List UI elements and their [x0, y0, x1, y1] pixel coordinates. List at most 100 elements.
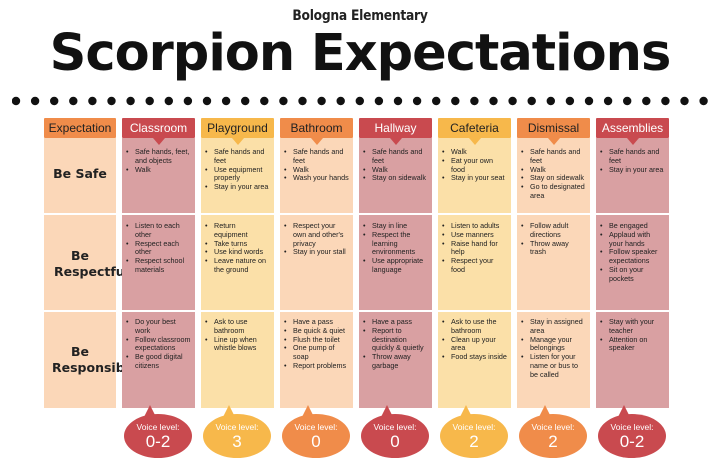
divider-dot — [527, 96, 536, 106]
bullet-list: Safe hands and feetWalkWash your hands — [284, 148, 349, 183]
list-item: Listen to each other — [126, 222, 191, 240]
voice-level-bubble-bathroom: Voice level: 0 — [282, 414, 350, 458]
cell-playground-respectful: Return equipmentTake turnsUse kind words… — [205, 222, 270, 275]
list-item: Report problems — [284, 361, 349, 371]
divider-dot — [508, 96, 517, 106]
expectation-column-bg — [44, 138, 116, 408]
bullet-list: Respect your own and other's privacyStay… — [284, 222, 349, 257]
list-item: Safe hands and feet — [205, 148, 270, 166]
divider-dot — [145, 96, 154, 106]
list-item: Do your best work — [126, 318, 191, 336]
header-bathroom: Bathroom — [280, 118, 353, 138]
voice-level-value: 0-2 — [145, 431, 171, 451]
list-item: Safe hands, feet, and objects — [126, 148, 191, 166]
bullet-list: Safe hands, feet, and objectsWalk — [126, 148, 191, 174]
list-item: Respect your food — [442, 256, 507, 275]
divider-dot — [451, 96, 460, 106]
list-item: Be engaged — [600, 222, 665, 231]
divider-dot — [336, 96, 345, 106]
list-item: Have a pass — [284, 318, 349, 327]
divider-dot — [107, 96, 116, 106]
voice-level-value: 0 — [311, 431, 321, 451]
list-item: Wash your hands — [284, 174, 349, 183]
list-item: Safe hands and feet — [363, 148, 428, 166]
list-item: Stay in your area — [205, 182, 270, 192]
list-item: Walk — [442, 148, 507, 157]
divider-dot — [412, 96, 422, 106]
voice-level-label: Voice level: — [294, 421, 338, 432]
cell-hallway-safe: Safe hands and feetWalkStay on sidewalk — [363, 148, 428, 183]
list-item: Respect your own and other's privacy — [284, 222, 349, 248]
list-item: Safe hands and feet — [600, 148, 665, 166]
divider-dot — [241, 96, 250, 106]
voice-level-label: Voice level: — [452, 421, 496, 432]
bullet-list: Ask to use bathroomLine up when whistle … — [205, 318, 270, 353]
divider-dot — [680, 96, 689, 106]
list-item: Line up when whistle blows — [205, 335, 270, 354]
list-item: Stay in your seat — [442, 174, 507, 183]
bullet-list: Safe hands and feetUse equipment properl… — [205, 148, 270, 192]
list-item: Be quick & quiet — [284, 326, 349, 336]
bullet-list: Stay with your teacherAttention on speak… — [600, 318, 665, 353]
cell-playground-safe: Safe hands and feetUse equipment properl… — [205, 148, 270, 192]
list-item: Follow classroom expectations — [126, 335, 191, 354]
cell-dismissal-safe: Safe hands and feetWalkStay on sidewalkG… — [521, 148, 586, 201]
voice-level-value: 2 — [548, 431, 558, 451]
list-item: Ask to use the bathroom — [442, 318, 507, 336]
divider-dot — [30, 96, 40, 106]
divider-dot — [355, 96, 364, 106]
list-item: Applaud with your hands — [600, 230, 665, 249]
cell-assemblies-safe: Safe hands and feetStay in your area — [600, 148, 665, 174]
voice-level-value: 0-2 — [619, 431, 645, 451]
header-classroom-pointer — [152, 138, 165, 145]
cell-bathroom-safe: Safe hands and feetWalkWash your hands — [284, 148, 349, 183]
bullet-list: Follow adult directionsThrow away trash — [521, 222, 586, 257]
header-playground-pointer — [231, 138, 244, 145]
bullet-list: Listen to each otherRespect each otherRe… — [126, 222, 191, 275]
voice-level-label: Voice level: — [136, 421, 180, 432]
divider-dot — [699, 96, 708, 106]
divider-dot — [661, 96, 670, 106]
list-item: Use manners — [442, 230, 507, 240]
cell-cafeteria-responsible: Ask to use the bathroomClean up your are… — [442, 318, 507, 362]
divider-dot — [202, 96, 212, 106]
list-item: Be good digital citizens — [126, 352, 191, 371]
header-hallway-label: Hallway — [374, 121, 417, 135]
divider-dot — [279, 96, 288, 106]
divider-dot — [489, 96, 498, 106]
list-item: Stay in your area — [600, 165, 665, 175]
voice-level-value: 0 — [390, 431, 400, 451]
divider-dot — [374, 96, 384, 106]
list-item: Safe hands and feet — [521, 148, 586, 166]
cell-classroom-respectful: Listen to each otherRespect each otherRe… — [126, 222, 191, 275]
divider-dot — [50, 96, 59, 106]
divider-dot — [546, 96, 555, 106]
list-item: Stay on sidewalk — [363, 174, 428, 183]
list-item: Take turns — [205, 239, 270, 249]
list-item: Flush the toilet — [284, 335, 349, 345]
header-dismissal-pointer — [547, 138, 560, 145]
list-item: One pump of soap — [284, 344, 349, 362]
list-item: Clean up your area — [442, 335, 507, 354]
list-item: Stay in your stall — [284, 248, 349, 257]
row-label-responsible: Be Responsible — [52, 344, 138, 375]
divider-dot — [432, 96, 441, 106]
list-item: Go to designated area — [521, 182, 586, 201]
list-item: Throw away trash — [521, 239, 586, 258]
list-item: Follow adult directions — [521, 222, 586, 240]
bullet-list: Return equipmentTake turnsUse kind words… — [205, 222, 270, 275]
cell-assemblies-responsible: Stay with your teacherAttention on speak… — [600, 318, 665, 353]
list-item: Have a pass — [363, 318, 428, 327]
divider-dot — [642, 96, 651, 106]
header-bathroom-pointer — [310, 138, 323, 145]
header-dismissal: Dismissal — [517, 118, 590, 138]
bullet-list: Safe hands and feetWalkStay on sidewalk — [363, 148, 428, 183]
bullet-list: WalkEat your own foodStay in your seat — [442, 148, 507, 183]
list-item: Walk — [284, 165, 349, 175]
header-cafeteria-pointer — [468, 138, 481, 145]
voice-level-bubble-dismissal: Voice level: 2 — [519, 414, 587, 458]
dotted-divider — [12, 96, 708, 106]
voice-level-label: Voice level: — [215, 421, 259, 432]
header-hallway-pointer — [389, 138, 402, 145]
list-item: Respect school materials — [126, 256, 191, 275]
